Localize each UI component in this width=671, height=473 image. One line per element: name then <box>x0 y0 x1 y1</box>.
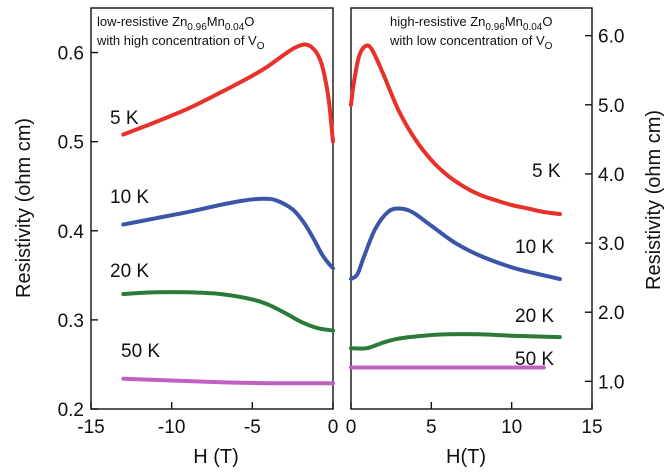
right-y-tick-label: 2.0 <box>598 303 624 324</box>
right-x-tick-label: 5 <box>426 417 437 438</box>
left-label-50k: 50 K <box>121 341 160 362</box>
left-x-tick-label: 0 <box>328 417 339 438</box>
left-y-tick-label: 0.3 <box>58 311 84 332</box>
right-x-ticks: 0 5 10 15 <box>346 402 603 438</box>
right-series-20k-line <box>349 332 562 351</box>
left-panel-note-line2: with high concentration of VO <box>96 33 265 52</box>
right-series-10k-line <box>349 206 562 281</box>
right-panel-note-line1: high-resistive Zn0.96Mn0.04O <box>390 14 553 33</box>
right-x-axis-label: H(T) <box>446 446 486 468</box>
left-y-tick-label: 0.6 <box>58 44 84 65</box>
left-x-ticks: -15 -10 -5 0 <box>77 402 338 438</box>
left-label-10k: 10 K <box>110 187 149 208</box>
left-label-5k: 5 K <box>110 108 139 129</box>
left-series-20k-line <box>121 290 335 333</box>
right-x-tick-label: 0 <box>346 417 357 438</box>
right-y-axis-label: Resistivity (ohm cm) <box>643 110 665 290</box>
right-series-group <box>349 43 562 370</box>
right-label-10k: 10 K <box>515 237 554 258</box>
left-series-50k-line <box>121 376 335 386</box>
left-series-group <box>121 42 335 386</box>
left-y-tick-label: 0.4 <box>58 222 85 243</box>
left-plot-frame <box>90 7 334 410</box>
left-x-axis-label: H (T) <box>193 446 239 468</box>
right-panel: 0 5 10 15 1.0 2.0 3.0 4.0 5.0 6.0 high-resistive… <box>346 7 665 468</box>
right-y-ticks: 1.0 2.0 3.0 4.0 5.0 6.0 <box>585 27 624 393</box>
left-x-tick-label: -15 <box>77 417 104 438</box>
left-y-ticks: 0.2 0.3 0.4 0.5 0.6 <box>58 44 98 421</box>
right-label-50k: 50 K <box>515 349 554 370</box>
left-panel: -15 -10 -5 0 0.2 0.3 0.4 0.5 0.6 low-resistive … <box>13 7 338 468</box>
right-label-20k: 20 K <box>515 306 554 327</box>
left-y-axis-label: Resistivity (ohm cm) <box>13 118 35 298</box>
left-series-10k-line <box>121 196 335 271</box>
right-label-5k: 5 K <box>532 161 561 182</box>
right-plot-frame <box>350 7 593 410</box>
right-y-tick-label: 3.0 <box>598 234 624 255</box>
right-y-tick-label: 5.0 <box>598 96 624 117</box>
left-panel-note-line1: low-resistive Zn0.96Mn0.04O <box>97 14 254 33</box>
right-y-tick-label: 1.0 <box>598 372 624 393</box>
right-x-tick-label: 15 <box>581 417 602 438</box>
right-y-tick-label: 4.0 <box>598 165 624 186</box>
right-y-tick-label: 6.0 <box>598 27 624 48</box>
left-x-tick-label: -10 <box>158 417 185 438</box>
right-x-tick-label: 10 <box>501 417 522 438</box>
left-label-20k: 20 K <box>110 261 149 282</box>
right-panel-note-line2: with low concentration of VO <box>389 33 553 52</box>
right-series-5k-line <box>349 43 562 216</box>
left-y-tick-label: 0.2 <box>58 400 84 421</box>
left-y-tick-label: 0.5 <box>58 133 84 154</box>
left-series-5k-line <box>121 42 335 144</box>
left-x-tick-label: -5 <box>244 417 261 438</box>
